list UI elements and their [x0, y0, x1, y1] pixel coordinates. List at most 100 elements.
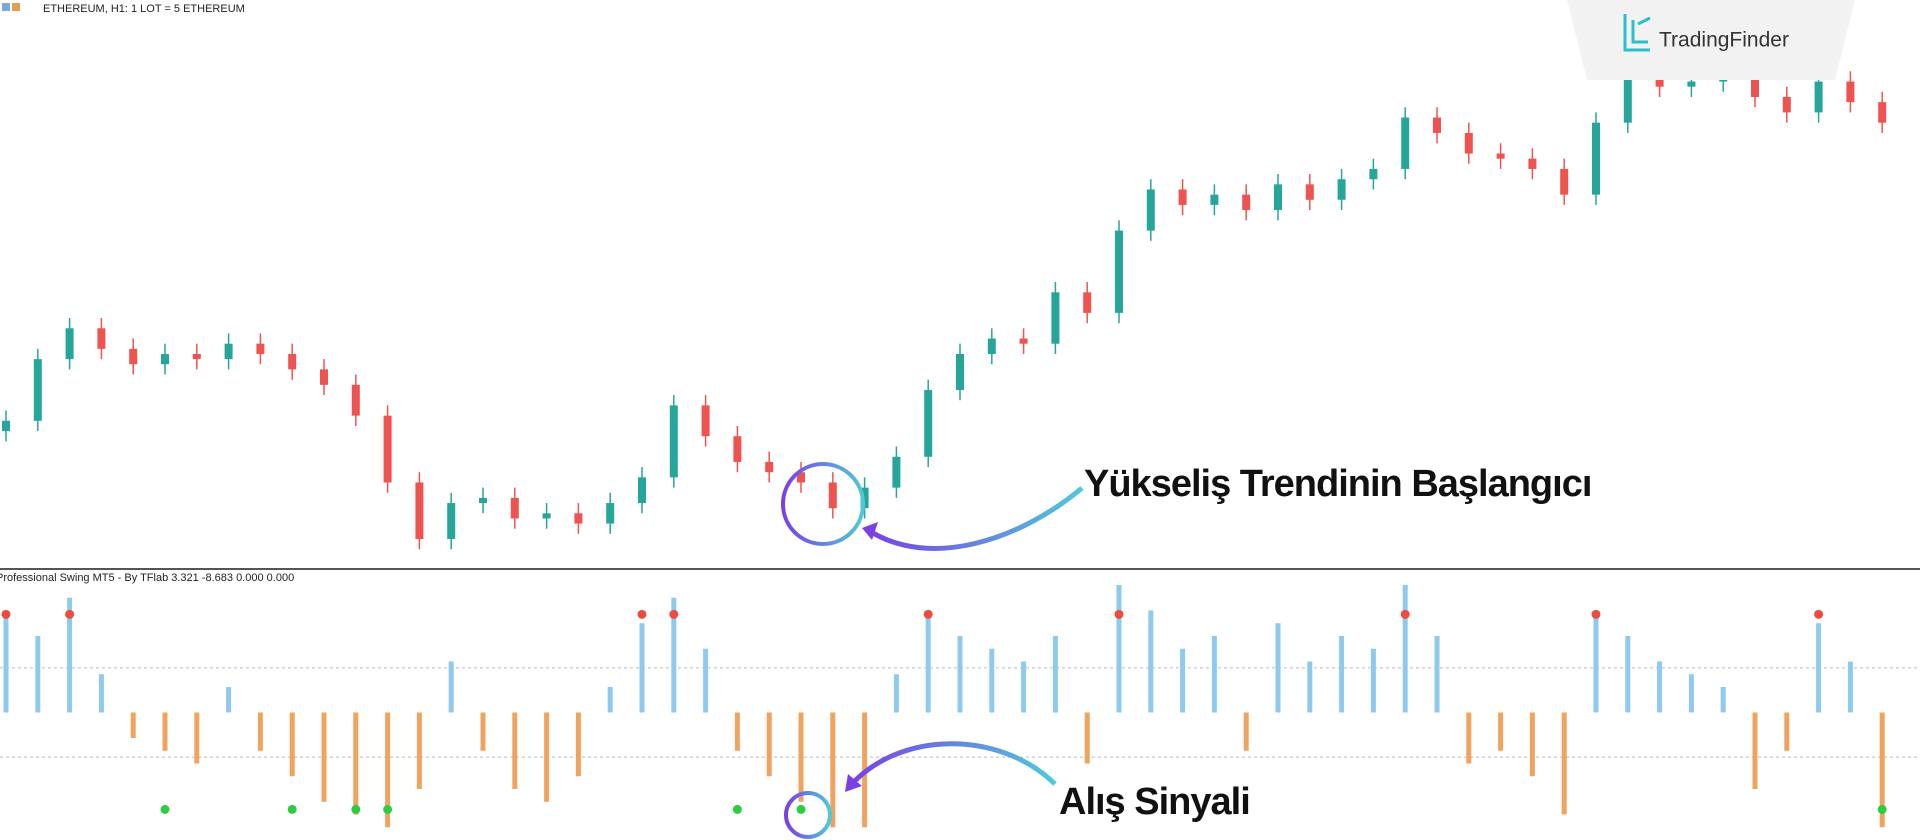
- signal-dot: [351, 804, 361, 814]
- candle-body: [828, 482, 837, 509]
- histogram-bar: [1625, 636, 1631, 713]
- histogram-bar: [448, 661, 454, 713]
- histogram-bar: [1148, 610, 1154, 713]
- histogram-bar: [1084, 712, 1090, 764]
- histogram-bar: [766, 712, 772, 777]
- candle-body: [320, 369, 328, 385]
- candle-body: [638, 477, 646, 504]
- candle-body: [1210, 194, 1219, 205]
- candle-body: [1655, 76, 1664, 87]
- candle-body: [606, 503, 615, 524]
- histogram-bar: [1847, 661, 1853, 713]
- candle-body: [1401, 117, 1410, 169]
- histogram-bar: [607, 687, 613, 713]
- histogram-bar: [1052, 636, 1058, 713]
- histogram-bar: [1816, 623, 1822, 713]
- candle-body: [256, 343, 265, 354]
- candle-body: [97, 328, 106, 349]
- signal-dot: [1814, 609, 1824, 619]
- histogram-bar: [35, 636, 41, 713]
- signal-dot: [1400, 609, 1410, 619]
- histogram-bar: [1784, 712, 1790, 751]
- indicator-title: Professional Swing MT5 - By TFlab 3.321 …: [0, 572, 294, 584]
- logo-icon: [1623, 14, 1651, 52]
- histogram-bar: [1466, 712, 1472, 764]
- candle-body: [510, 497, 519, 519]
- histogram-bar: [1339, 636, 1345, 713]
- histogram-bar: [3, 610, 9, 713]
- signal-dot: [287, 804, 297, 814]
- histogram-bar: [257, 712, 263, 751]
- histogram-bar: [1243, 712, 1249, 751]
- histogram-bar: [1498, 712, 1504, 751]
- signal-dot: [1591, 609, 1601, 619]
- candle-body: [987, 338, 996, 354]
- histogram-bar: [289, 712, 295, 777]
- histogram-bar: [1180, 648, 1186, 713]
- arrow-head: [845, 774, 862, 792]
- histogram-bar: [830, 712, 836, 828]
- arrow: [848, 741, 1057, 788]
- histogram-bar: [1021, 661, 1027, 713]
- histogram-bar: [703, 648, 709, 713]
- candle-body: [1878, 102, 1887, 123]
- candle-body: [1433, 117, 1441, 133]
- candle-body: [765, 461, 774, 473]
- histogram-bar: [1593, 610, 1599, 713]
- histogram-bar: [194, 712, 200, 764]
- candle-body: [542, 513, 551, 519]
- candle-body: [1814, 81, 1823, 113]
- logo-text: TradingFinder: [1659, 29, 1789, 52]
- candle-body: [1464, 132, 1473, 154]
- histogram-bar: [575, 712, 581, 777]
- signal-dot: [732, 804, 742, 814]
- signal-dot: [1114, 609, 1124, 619]
- candle-body: [383, 415, 392, 483]
- candle-body: [1528, 158, 1537, 169]
- histogram-bar: [925, 610, 931, 713]
- histogram-bar: [798, 712, 804, 802]
- candle-body: [1782, 96, 1791, 113]
- signal-dot: [160, 804, 170, 814]
- candle-body: [65, 328, 74, 360]
- candle-body: [797, 472, 805, 483]
- histogram-bar: [671, 597, 677, 713]
- candle-body: [129, 348, 138, 365]
- histogram-bar: [480, 712, 486, 751]
- plot: [0, 61, 1920, 828]
- candle-body: [192, 353, 201, 360]
- histogram-bar: [1529, 712, 1535, 777]
- histogram-bar: [734, 712, 740, 751]
- histogram-bar: [957, 636, 963, 713]
- candle-body: [669, 405, 678, 478]
- annotation: Yükseliş Trendinin Başlangıcı: [1084, 463, 1591, 505]
- histogram-bar: [130, 712, 136, 738]
- candle-body: [1846, 81, 1855, 103]
- histogram-bar: [1879, 712, 1885, 828]
- highlight-circle: [784, 791, 832, 839]
- candle-body: [892, 456, 901, 488]
- histogram-bar: [162, 712, 168, 751]
- candle-body: [956, 353, 964, 390]
- candle-body: [1051, 292, 1060, 344]
- histogram-bar: [893, 674, 899, 713]
- histogram-bar: [1688, 674, 1694, 713]
- candle-body: [1623, 76, 1632, 123]
- chart-title: ETHEREUM, H1: 1 LOT = 5 ETHEREUM: [43, 3, 245, 15]
- candle-body: [733, 436, 742, 462]
- candle-body: [1242, 194, 1251, 211]
- signal-dot: [669, 609, 679, 619]
- histogram-bar: [1211, 636, 1217, 713]
- candle-body: [351, 384, 360, 416]
- signal-dot: [383, 804, 393, 814]
- highlight-circle: [781, 462, 865, 546]
- histogram-bar: [385, 712, 391, 828]
- arrow: [866, 486, 1084, 551]
- histogram-bar: [1434, 636, 1440, 713]
- candle-body: [1592, 122, 1600, 195]
- signal-dot: [796, 804, 806, 814]
- signal-dot: [1877, 804, 1887, 814]
- histogram-bar: [1752, 712, 1758, 789]
- candle-body: [860, 487, 869, 509]
